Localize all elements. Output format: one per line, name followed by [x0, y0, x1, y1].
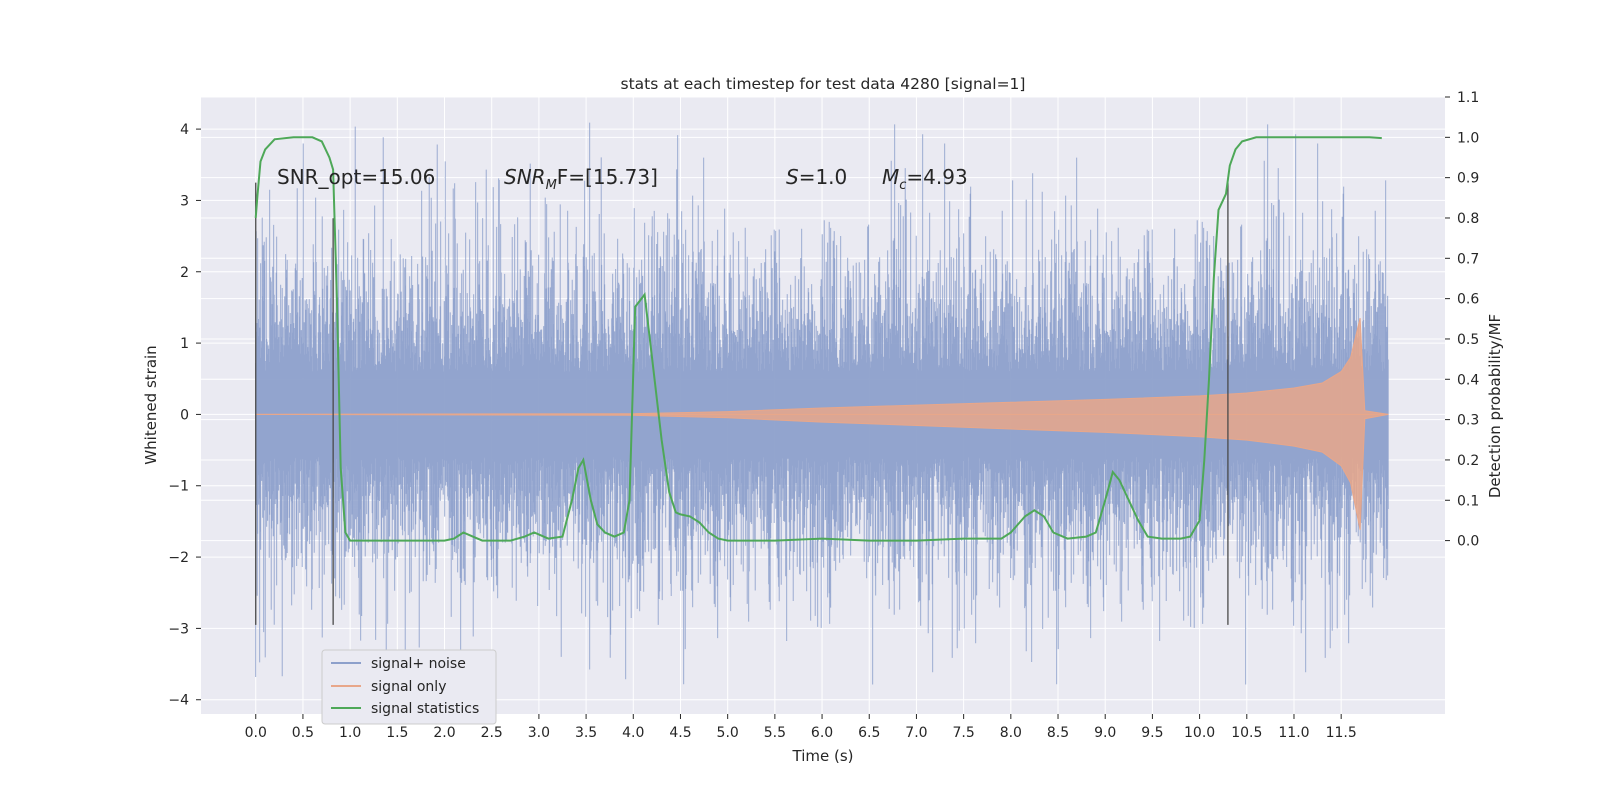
x-tick-label: 4.0 [622, 725, 644, 741]
annotation-snr-mf: SNRMF=[15.73] [504, 165, 658, 193]
x-tick-label: 7.5 [953, 725, 975, 741]
x-axis-label: Time (s) [792, 747, 854, 765]
y-right-tick-label: 0.6 [1457, 292, 1479, 308]
y-axis-label: Whitened strain [142, 345, 160, 464]
x-tick-label: 6.0 [811, 725, 833, 741]
y-right-tick-label: 0.3 [1457, 413, 1479, 429]
s-value: =1.0 [799, 165, 848, 189]
chart-title: stats at each timestep for test data 428… [621, 75, 1026, 93]
x-tick-label: 9.5 [1141, 725, 1163, 741]
snr-mf-symbol: SNR [504, 165, 546, 189]
y-tick-label: 1 [180, 336, 189, 352]
x-tick-label: 0.0 [245, 725, 267, 741]
y-tick-label: −1 [168, 479, 189, 495]
x-tick-label: 1.0 [339, 725, 361, 741]
mc-value: =4.93 [906, 165, 967, 189]
y-tick-label: 4 [180, 122, 189, 138]
legend-label-signal-plus-noise: signal+ noise [371, 656, 466, 672]
x-tick-label: 8.0 [1000, 725, 1022, 741]
x-tick-label: 11.5 [1326, 725, 1357, 741]
series-signal-only [255, 317, 1389, 531]
y-right-tick-label: 0.7 [1457, 251, 1479, 267]
y-right-axis-label: Detection probability/MF [1486, 314, 1504, 498]
x-tick-label: 3.0 [528, 725, 550, 741]
x-tick-label: 11.0 [1278, 725, 1309, 741]
x-tick-label: 3.5 [575, 725, 597, 741]
x-tick-label: 5.0 [717, 725, 739, 741]
snr-mf-value: F=[15.73] [557, 165, 658, 189]
y-right-tick-label: 0.5 [1457, 332, 1479, 348]
signal-statistics-line [254, 136, 1382, 542]
mc-subscript: c [899, 178, 906, 193]
x-tick-label: 2.5 [481, 725, 503, 741]
y-tick-label: −4 [168, 693, 189, 709]
y-right-tick-label: 1.0 [1457, 130, 1479, 146]
legend-label-signal-only: signal only [371, 679, 446, 695]
y-right-tick-label: 0.8 [1457, 211, 1479, 227]
x-tick-label: 1.5 [386, 725, 408, 741]
y-right-tick-label: 1.1 [1457, 90, 1479, 106]
y-right-tick-label: 0.0 [1457, 534, 1479, 550]
window-markers [255, 182, 1229, 625]
mc-symbol: M [882, 165, 899, 189]
x-tick-label: 5.5 [764, 725, 786, 741]
series-signal-statistics [254, 136, 1382, 542]
y-right-tick-label: 0.9 [1457, 171, 1479, 187]
y-tick-label: 3 [180, 193, 189, 209]
legend-box [321, 649, 497, 725]
snr-mf-subscript: M [546, 178, 557, 193]
legend: signal+ noise signal only signal statist… [321, 649, 497, 725]
x-tick-label: 10.5 [1231, 725, 1262, 741]
x-tick-label: 8.5 [1047, 725, 1069, 741]
y-right-tick-label: 0.4 [1457, 372, 1479, 388]
y-right-tick-label: 0.1 [1457, 493, 1479, 509]
y-tick-label: −3 [168, 621, 189, 637]
annotation-snr-opt: SNR_opt=15.06 [277, 165, 435, 189]
x-tick-label: 6.5 [858, 725, 880, 741]
y-tick-label: −2 [168, 550, 189, 566]
y-right-tick-label: 0.2 [1457, 453, 1479, 469]
y-tick-label: 0 [180, 407, 189, 423]
legend-label-signal-statistics: signal statistics [371, 701, 479, 717]
x-tick-label: 9.0 [1094, 725, 1116, 741]
x-tick-label: 7.0 [905, 725, 927, 741]
x-tick-label: 2.0 [433, 725, 455, 741]
tick-labels: 0.0 0.5 1.0 1.5 2.0 2.5 3.0 3.5 4.0 4.5 5.0 5.5 6.0 6… [168, 90, 1479, 741]
x-tick-label: 4.5 [669, 725, 691, 741]
annotation-mc: Mc=4.93 [882, 165, 968, 193]
signal-only-envelope [255, 317, 1389, 531]
s-symbol: S [786, 165, 799, 189]
x-tick-label: 10.0 [1184, 725, 1215, 741]
annotation-s: S=1.0 [786, 165, 847, 189]
x-tick-label: 0.5 [292, 725, 314, 741]
y-tick-label: 2 [180, 265, 189, 281]
